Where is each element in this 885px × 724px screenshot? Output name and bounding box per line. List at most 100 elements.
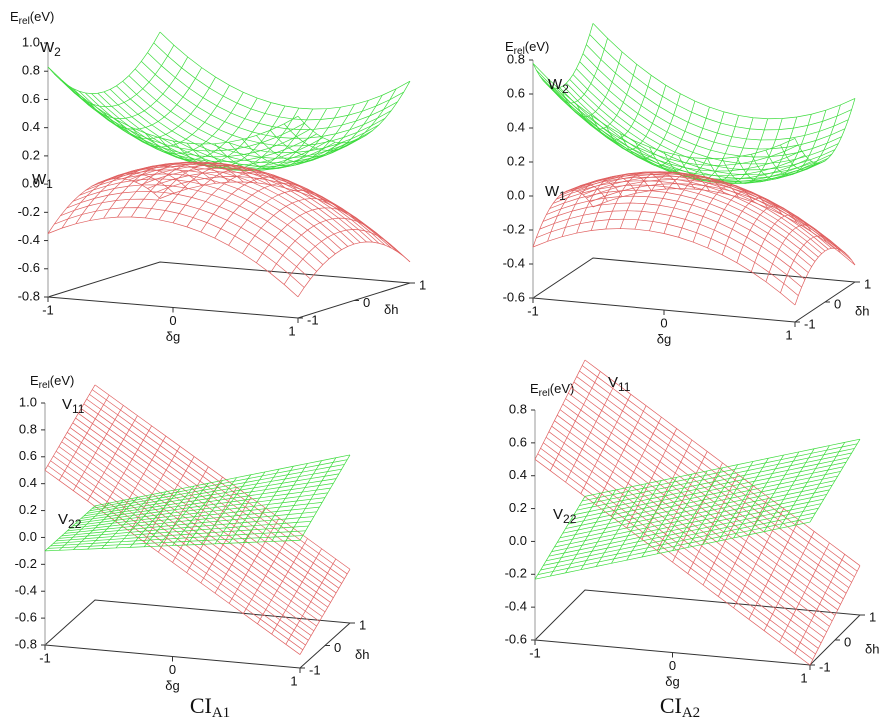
- mesh-line: [810, 566, 860, 665]
- y-tick-label: 1: [359, 617, 366, 632]
- x-tick-label: 0: [169, 662, 176, 677]
- panel: 1.00.80.60.40.20.0-0.2-0.4-0.6-0.8-101-1…: [15, 373, 370, 693]
- z-tick-label: -0.8: [18, 288, 40, 303]
- surface-subscript: 11: [618, 380, 631, 394]
- floor: [535, 590, 860, 665]
- surface-mesh: [533, 172, 855, 305]
- mesh-line: [718, 458, 768, 541]
- z-tick-label: 0.2: [22, 147, 40, 162]
- surface-subscript: 11: [72, 402, 85, 416]
- mesh-line: [708, 191, 768, 248]
- x-tick-label: -1: [527, 303, 539, 318]
- z-tick-label: 1.0: [22, 34, 40, 49]
- surface-name: V: [62, 396, 72, 413]
- y-tick-label: 0: [844, 634, 851, 649]
- mesh-line: [577, 377, 852, 583]
- surface-name: W: [548, 76, 563, 93]
- mesh-line: [92, 460, 347, 509]
- z-axis-label: Erel(eV): [30, 373, 74, 390]
- surface-mesh: [533, 23, 855, 183]
- mesh-line: [591, 75, 651, 140]
- surface-label: V22: [553, 506, 577, 526]
- surface-subscript: 22: [563, 512, 577, 526]
- surface-name: V: [58, 511, 68, 528]
- surface-subscript: 1: [559, 189, 566, 203]
- mesh-line: [48, 67, 298, 144]
- z-label-unit: (eV): [525, 39, 550, 54]
- mesh-line: [87, 469, 342, 513]
- z-tick-label: 0.4: [507, 119, 525, 134]
- mesh-line: [734, 509, 784, 608]
- mesh-line: [795, 248, 855, 305]
- mesh-line: [764, 449, 814, 532]
- z-tick-label: -0.4: [15, 583, 37, 598]
- mesh-line: [586, 180, 848, 256]
- mesh-line: [73, 185, 323, 265]
- x-tick-label: 1: [288, 323, 295, 338]
- caption: CIA2: [660, 693, 700, 721]
- mesh-line: [201, 475, 251, 545]
- caption-subscript: A2: [682, 705, 700, 721]
- y-axis-label: δh: [355, 647, 369, 662]
- z-tick-label: -0.6: [18, 260, 40, 275]
- mesh-line: [154, 43, 404, 120]
- mesh-line: [286, 559, 336, 644]
- mesh-line: [73, 88, 323, 165]
- panel: 0.80.60.40.20.0-0.2-0.4-0.6-101-101δgδhE…: [505, 360, 880, 689]
- z-tick-label: 0.4: [19, 475, 37, 490]
- mesh-line: [590, 35, 852, 130]
- surface-mesh: [48, 32, 410, 171]
- x-tick-label: -1: [39, 650, 51, 665]
- mesh-line: [688, 465, 738, 548]
- z-tick-label: -0.8: [15, 636, 37, 651]
- caption-main: CI: [190, 693, 212, 718]
- y-tick-label: -1: [804, 316, 816, 331]
- mesh-line: [536, 70, 798, 165]
- z-tick-label: -0.6: [505, 631, 527, 646]
- z-label-sub: rel: [39, 380, 50, 391]
- mesh-line: [795, 554, 845, 653]
- y-axis-label: δh: [865, 641, 879, 656]
- mesh-line: [160, 32, 410, 109]
- z-tick-label: 0.8: [509, 401, 527, 416]
- z-tick-label: 0.6: [22, 91, 40, 106]
- mesh-line: [258, 539, 308, 624]
- y-tick-label: 1: [864, 276, 871, 291]
- z-tick-label: 0.8: [19, 421, 37, 436]
- x-axis-label: δg: [166, 329, 180, 344]
- z-label-unit: (eV): [30, 9, 55, 24]
- z-axis-label: Erel(eV): [530, 381, 574, 398]
- surface-mesh: [48, 162, 410, 297]
- z-tick-label: 0.6: [19, 448, 37, 463]
- mesh-line: [593, 189, 855, 265]
- mesh-line: [533, 229, 795, 305]
- mesh-line: [543, 80, 805, 175]
- surface-subscript: 22: [68, 517, 82, 531]
- mesh-line: [543, 203, 805, 279]
- y-tick-label: 0: [334, 640, 341, 655]
- mesh-line: [737, 117, 797, 182]
- z-tick-label: -0.6: [503, 289, 525, 304]
- mesh-line: [533, 63, 795, 158]
- z-label-main: E: [10, 9, 19, 24]
- mesh-line: [135, 69, 385, 146]
- z-tick-label: 0.0: [507, 187, 525, 202]
- mesh-line: [154, 177, 404, 257]
- z-tick-label: 0.0: [509, 533, 527, 548]
- x-tick-label: 0: [169, 313, 176, 328]
- mesh-line: [708, 119, 768, 184]
- mesh-line: [148, 53, 398, 130]
- mesh-line: [749, 520, 799, 619]
- y-axis-label: δh: [384, 302, 398, 317]
- z-label-unit: (eV): [50, 373, 75, 388]
- z-tick-label: 0.8: [22, 63, 40, 78]
- z-label-sub: rel: [514, 46, 525, 57]
- z-tick-label: -0.2: [18, 204, 40, 219]
- mesh-line: [215, 472, 265, 544]
- z-tick-label: 0.6: [507, 85, 525, 100]
- mesh-line: [583, 176, 845, 252]
- z-tick-label: -0.2: [503, 221, 525, 236]
- x-tick-label: -1: [42, 302, 54, 317]
- x-axis-label: δg: [657, 331, 671, 346]
- z-tick-label: 0.4: [509, 467, 527, 482]
